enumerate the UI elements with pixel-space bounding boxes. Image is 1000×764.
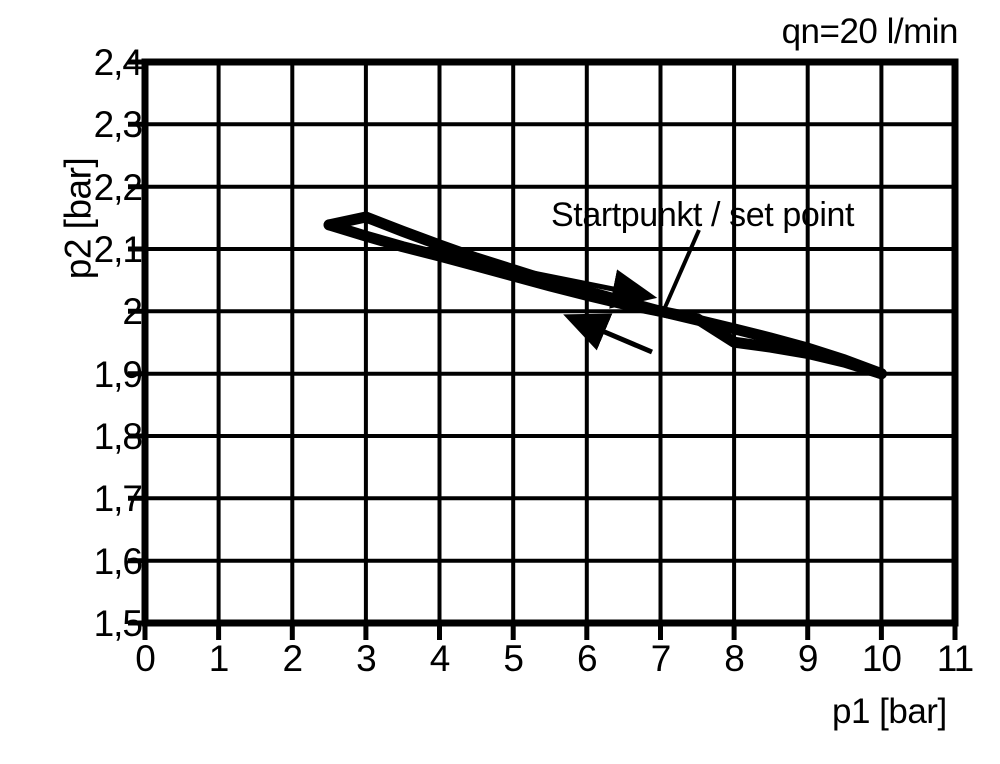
x-tick-label: 8 [724,638,745,679]
x-axis-ticks [142,623,958,640]
x-tick-label: 6 [577,638,598,679]
x-tick-label: 5 [503,638,524,679]
y-tick-label: 2,4 [93,42,143,83]
y-tick-label: 2 [122,291,143,332]
set-point-annotation-label: Startpunkt / set point [551,196,855,234]
plot-area-background [145,62,955,623]
decrease-arrow [563,313,653,355]
x-tick-label: 7 [650,638,672,679]
set-point-leader-line [661,229,701,313]
x-tick-label: 1 [208,638,230,679]
y-tick-label: 1,8 [93,416,143,457]
y-tick-label: 1,7 [93,478,143,519]
series-lower-branch [323,211,887,380]
y-tick-label: 2,1 [93,229,143,270]
y-tick-label: 1,6 [93,541,143,582]
flow-rate-note: qn=20 l/min [781,12,959,51]
increase-arrow [527,269,658,309]
y-tick-label: 2,2 [93,167,143,208]
y-axis-title: p2 [bar] [57,157,99,280]
x-tick-label: 9 [797,638,819,679]
plot-frame [141,58,959,627]
x-tick-label: 4 [429,638,451,679]
y-tick-label: 1,5 [93,603,143,644]
y-tick-label: 1,9 [93,354,143,395]
x-tick-label: 0 [135,638,156,679]
y-axis-ticks [128,59,145,626]
x-tick-label: 3 [356,638,377,679]
y-tick-label: 2,3 [93,104,143,145]
horizontal-gridlines [145,122,955,563]
x-tick-label: 11 [936,638,974,679]
x-tick-label: 10 [861,638,902,679]
x-tick-label: 2 [282,638,304,679]
x-axis-title: p1 [bar] [832,692,947,731]
